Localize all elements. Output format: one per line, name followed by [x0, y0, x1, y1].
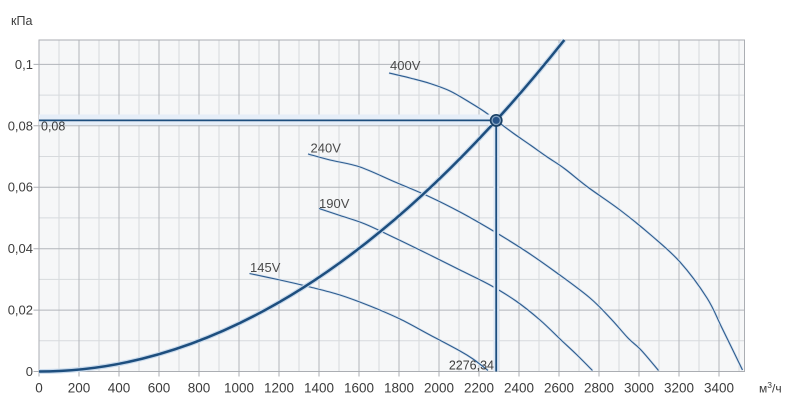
- svg-text:1200: 1200: [264, 381, 294, 396]
- svg-text:0,1: 0,1: [15, 57, 33, 72]
- svg-text:400V: 400V: [390, 58, 421, 73]
- svg-text:0,06: 0,06: [8, 180, 33, 195]
- svg-text:2400: 2400: [504, 381, 534, 396]
- svg-text:0,04: 0,04: [8, 241, 33, 256]
- svg-text:1400: 1400: [304, 381, 334, 396]
- svg-text:200: 200: [68, 381, 91, 396]
- svg-text:800: 800: [188, 381, 211, 396]
- svg-text:1600: 1600: [344, 381, 374, 396]
- svg-text:2000: 2000: [424, 381, 454, 396]
- svg-text:0,02: 0,02: [8, 303, 33, 318]
- svg-text:2200: 2200: [464, 381, 494, 396]
- svg-text:0,08: 0,08: [8, 118, 33, 133]
- svg-text:190V: 190V: [319, 196, 350, 211]
- svg-text:1800: 1800: [384, 381, 414, 396]
- svg-text:0,08: 0,08: [41, 120, 65, 134]
- svg-text:600: 600: [148, 381, 171, 396]
- svg-text:1000: 1000: [224, 381, 254, 396]
- svg-text:2800: 2800: [584, 381, 614, 396]
- svg-text:240V: 240V: [311, 141, 342, 156]
- svg-text:3000: 3000: [624, 381, 654, 396]
- svg-text:3400: 3400: [704, 381, 734, 396]
- svg-text:0: 0: [26, 364, 33, 379]
- svg-text:2276,34: 2276,34: [449, 359, 494, 373]
- svg-text:0: 0: [35, 381, 43, 396]
- svg-text:3200: 3200: [664, 381, 694, 396]
- svg-text:2600: 2600: [544, 381, 574, 396]
- svg-text:кПа: кПа: [11, 14, 32, 28]
- svg-text:400: 400: [108, 381, 131, 396]
- svg-text:м3/ч: м3/ч: [759, 380, 782, 396]
- svg-text:145V: 145V: [250, 260, 281, 275]
